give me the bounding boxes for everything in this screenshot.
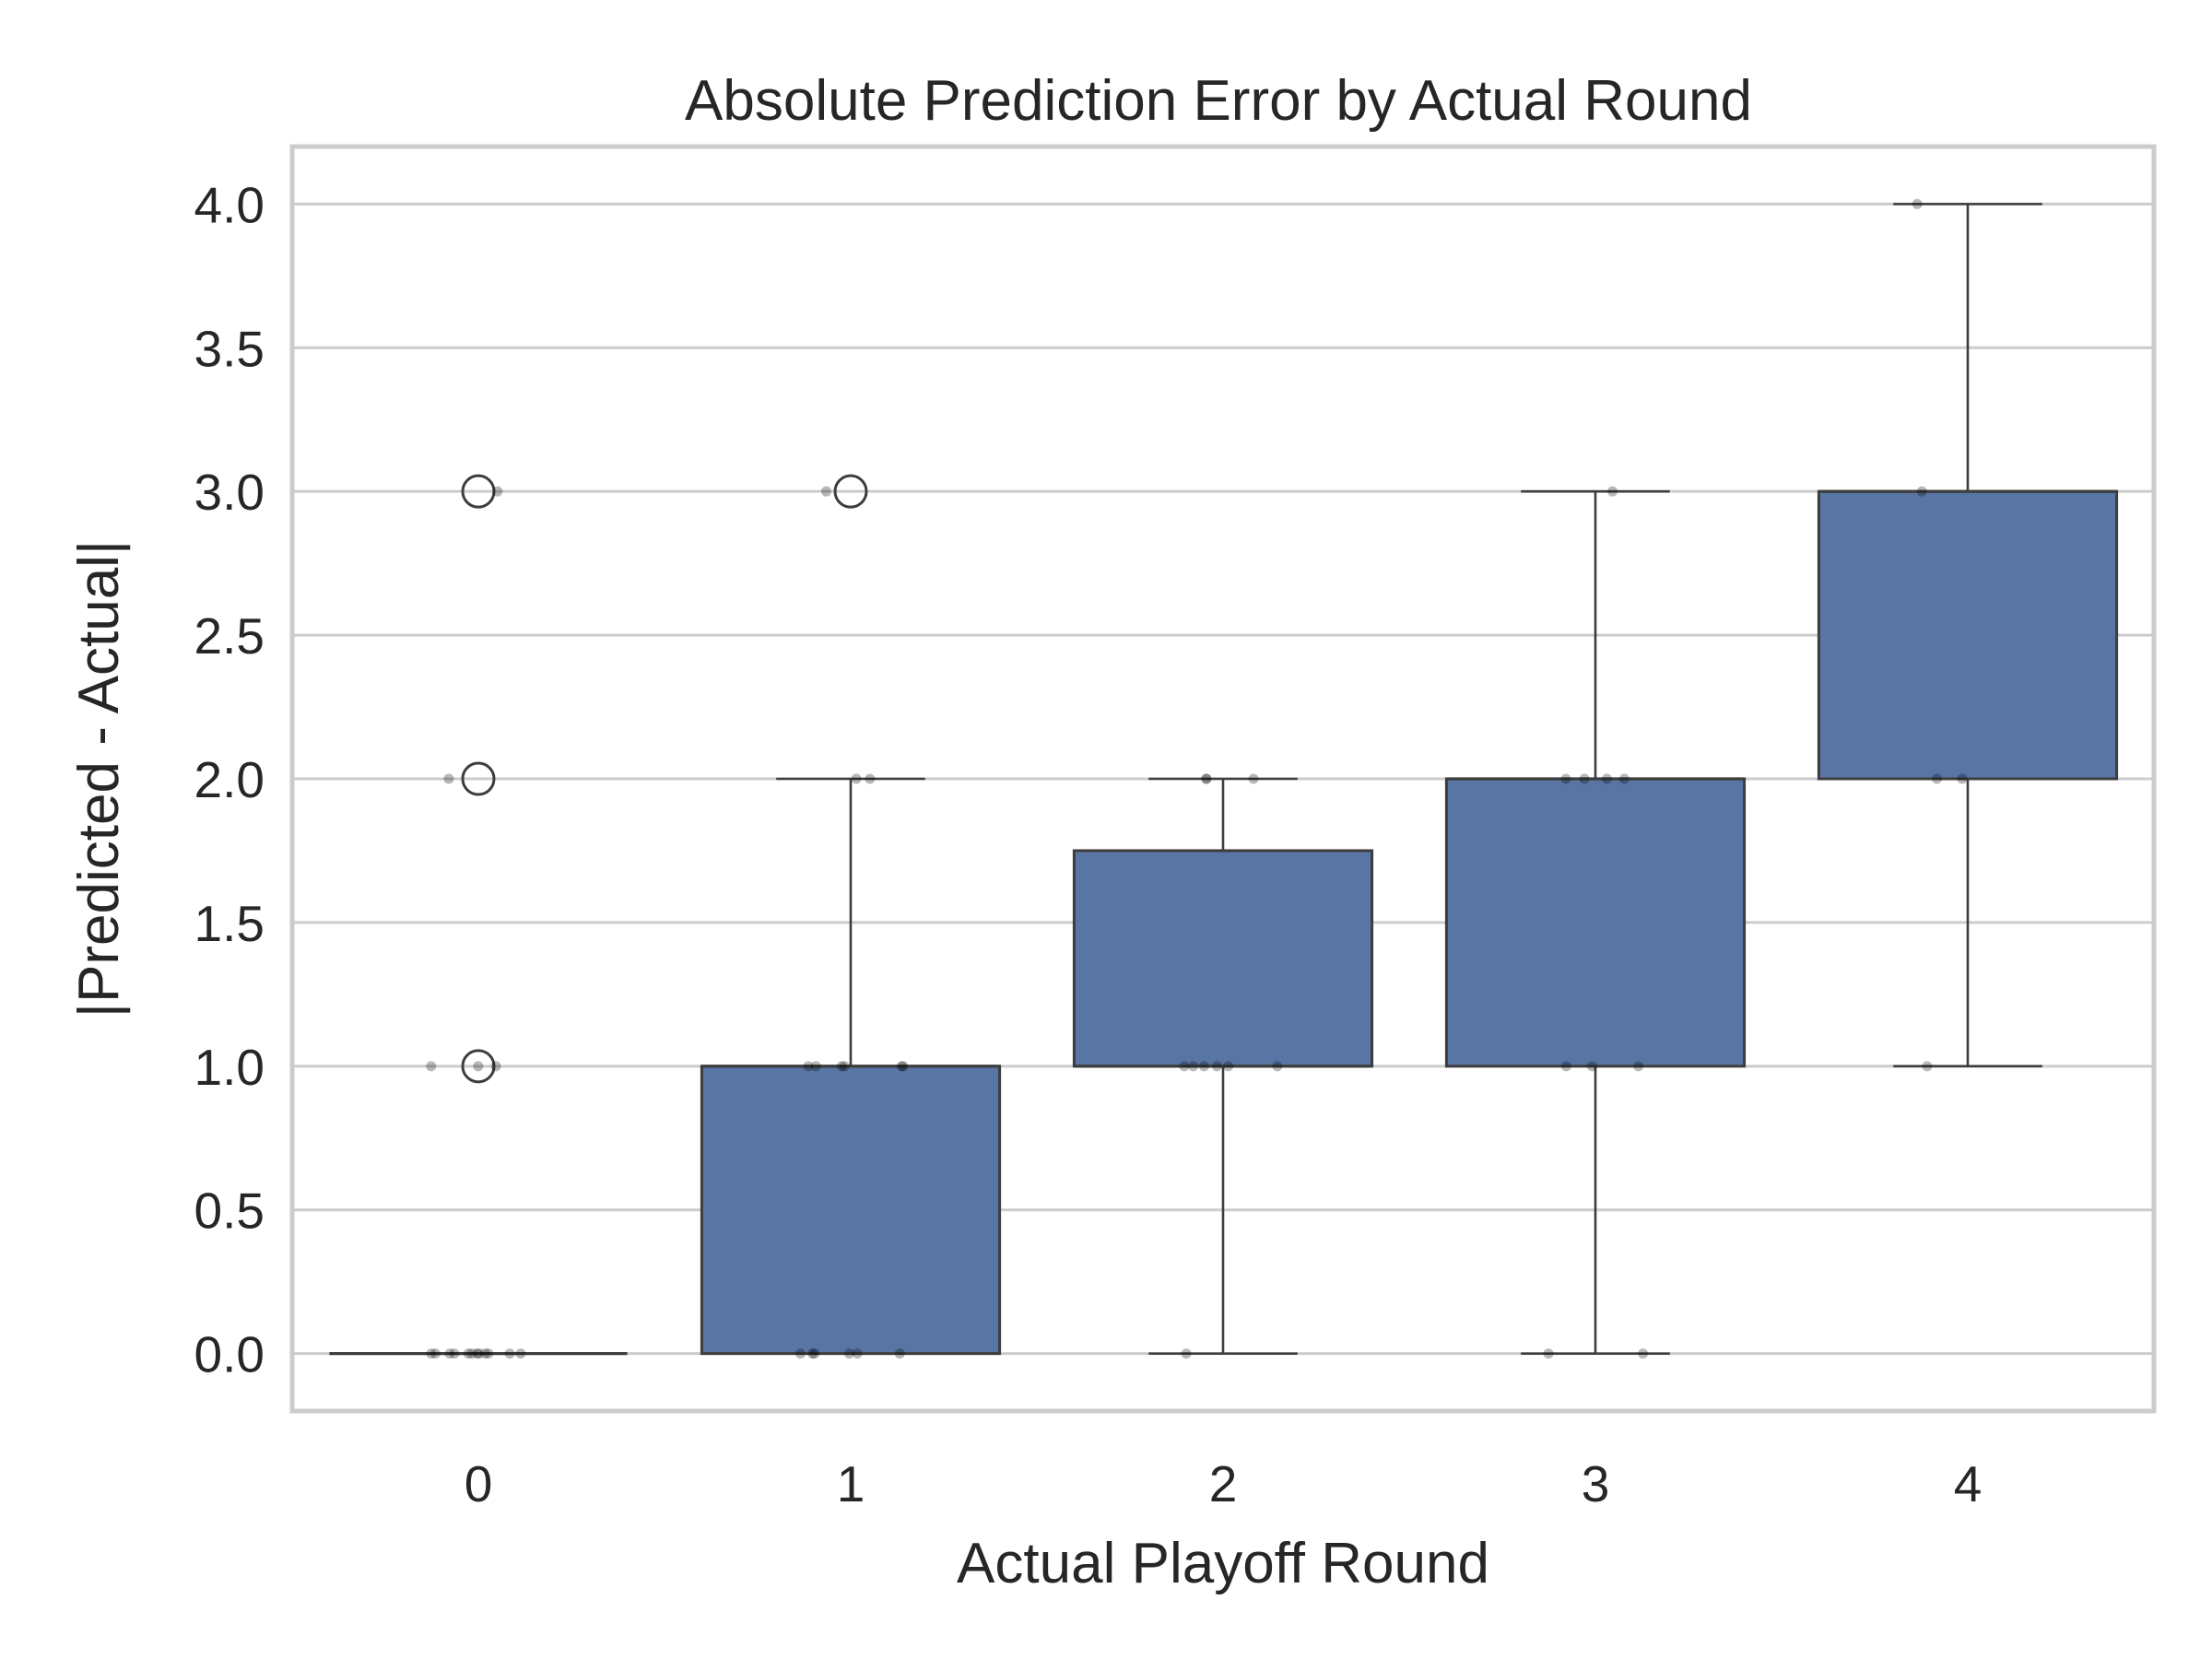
y-tick-label: 2.0 xyxy=(194,751,265,808)
data-point xyxy=(820,486,831,497)
data-point xyxy=(836,1061,847,1072)
chart-title: Absolute Prediction Error by Actual Roun… xyxy=(685,69,1752,133)
y-tick-label: 0.5 xyxy=(194,1182,265,1240)
point-layer xyxy=(426,198,1968,1359)
y-tick-label: 2.5 xyxy=(194,607,265,665)
x-tick-label: 1 xyxy=(837,1455,865,1512)
data-point xyxy=(894,1348,905,1359)
data-point xyxy=(1579,773,1590,784)
data-point xyxy=(463,1348,474,1359)
data-point xyxy=(794,1348,806,1359)
data-point xyxy=(1248,773,1259,784)
data-point xyxy=(490,1061,501,1072)
data-point xyxy=(1633,1061,1644,1072)
data-point xyxy=(429,1348,441,1359)
y-tick-label: 3.0 xyxy=(194,464,265,521)
data-point xyxy=(1916,486,1927,497)
data-point xyxy=(839,1061,850,1072)
data-point xyxy=(807,1348,818,1359)
data-point xyxy=(473,1061,484,1072)
data-point xyxy=(1586,1061,1597,1072)
outlier-marker xyxy=(461,474,496,509)
box-group xyxy=(700,474,1002,1356)
data-point xyxy=(810,1061,821,1072)
box-iqr xyxy=(1444,777,1747,1068)
data-point xyxy=(1201,773,1212,784)
data-point xyxy=(1198,1061,1209,1072)
data-point xyxy=(1560,773,1571,784)
y-tick-label: 3.5 xyxy=(194,320,265,377)
data-point xyxy=(426,1348,437,1359)
x-tick-label: 4 xyxy=(1954,1455,1983,1512)
x-axis-label: Actual Playoff Round xyxy=(957,1532,1489,1595)
data-point xyxy=(1607,486,1618,497)
data-point xyxy=(1922,1061,1933,1072)
outlier-marker xyxy=(461,761,496,796)
data-point xyxy=(1211,1061,1222,1072)
data-point xyxy=(1560,1061,1571,1072)
data-point xyxy=(479,1348,490,1359)
data-point xyxy=(1932,773,1943,784)
data-point xyxy=(1601,773,1612,784)
data-point xyxy=(896,1061,907,1072)
data-point xyxy=(474,1348,485,1359)
y-tick-label: 1.0 xyxy=(194,1039,265,1096)
data-point xyxy=(1543,1348,1554,1359)
data-point xyxy=(449,1348,460,1359)
data-point xyxy=(852,1348,863,1359)
data-point xyxy=(1272,1061,1283,1072)
data-point xyxy=(809,1348,820,1359)
y-tick-label: 1.5 xyxy=(194,895,265,952)
outlier-marker xyxy=(461,1049,496,1084)
data-point xyxy=(898,1061,909,1072)
box-group xyxy=(1444,489,1747,1355)
x-tick-labels: 0 1 2 3 4 xyxy=(465,1455,1983,1512)
data-point xyxy=(515,1348,526,1359)
data-point xyxy=(504,1348,515,1359)
box-group xyxy=(329,474,628,1356)
data-point xyxy=(466,1348,477,1359)
data-point xyxy=(483,1348,494,1359)
data-point xyxy=(1179,1061,1190,1072)
plot-frame xyxy=(289,144,2157,1414)
x-tick-label: 0 xyxy=(465,1455,493,1512)
data-point xyxy=(472,1348,483,1359)
x-tick-label: 3 xyxy=(1582,1455,1610,1512)
box-group xyxy=(1072,777,1374,1355)
y-tick-labels: 0.0 0.5 1.0 1.5 2.0 2.5 3.0 3.5 4.0 xyxy=(194,176,265,1382)
data-point xyxy=(492,486,503,497)
data-point xyxy=(1188,1061,1199,1072)
x-tick-label: 2 xyxy=(1209,1455,1238,1512)
data-point xyxy=(1957,773,1968,784)
data-point xyxy=(1201,773,1212,784)
data-point xyxy=(443,773,454,784)
data-point xyxy=(1223,1061,1234,1072)
data-point xyxy=(426,1061,437,1072)
data-point xyxy=(1618,773,1630,784)
box-layer xyxy=(329,203,2119,1356)
box-iqr xyxy=(1817,489,2119,781)
data-point xyxy=(865,773,876,784)
data-point xyxy=(803,1061,814,1072)
y-tick-label: 0.0 xyxy=(194,1326,265,1383)
outlier-marker xyxy=(833,474,868,509)
box-iqr xyxy=(1072,849,1374,1068)
box-group xyxy=(1817,203,2119,1068)
data-point xyxy=(851,773,862,784)
data-point xyxy=(843,1348,854,1359)
data-point xyxy=(1181,1348,1192,1359)
y-tick-label: 4.0 xyxy=(194,176,265,233)
box-iqr xyxy=(700,1065,1002,1356)
data-point xyxy=(1638,1348,1649,1359)
data-point xyxy=(444,1348,455,1359)
y-axis-label: |Predicted - Actual| xyxy=(67,540,131,1018)
data-point xyxy=(1912,198,1923,209)
